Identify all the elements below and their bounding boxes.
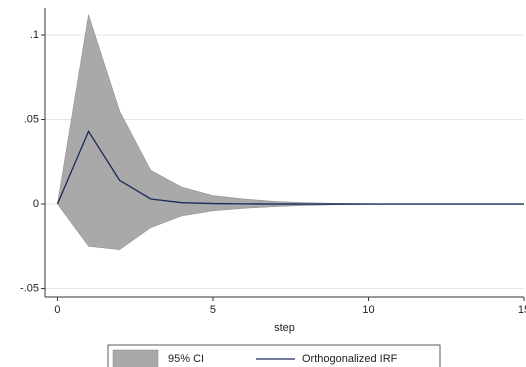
legend-box <box>107 344 441 367</box>
irf-line <box>56 129 524 205</box>
legend-swatch <box>112 349 159 367</box>
y-tick-label: .05 <box>24 113 39 125</box>
x-axis-title: step <box>274 322 295 334</box>
y-tick-label: .1 <box>30 29 39 41</box>
x-tick-label: 0 <box>54 304 60 316</box>
x-tick-label: 15 <box>518 304 526 316</box>
legend-label: Orthogonalized IRF <box>302 353 398 365</box>
y-tick-label: -.05 <box>20 282 39 294</box>
legend-label: 95% CI <box>168 353 204 365</box>
x-tick-label: 5 <box>210 304 216 316</box>
y-tick-label: 0 <box>33 198 39 210</box>
x-tick-label: 10 <box>362 304 374 316</box>
ci-area <box>57 14 524 250</box>
